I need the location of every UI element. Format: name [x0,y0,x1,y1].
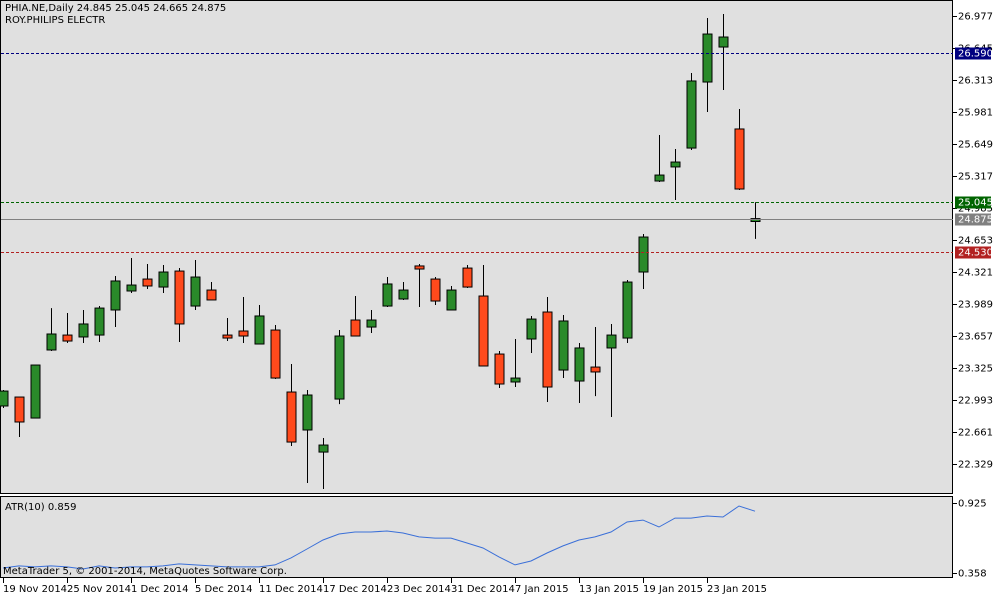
indicator-panel [0,496,953,578]
candle-body [542,311,553,388]
candle-body [270,329,281,379]
x-tick-label: 25 Nov 2014 [67,584,131,595]
price-level-label: 25.045 [958,198,993,209]
candle-body [94,307,105,336]
price-level-tag [955,213,991,226]
candle-body [334,335,345,400]
candle-body [174,270,185,325]
candle-body [446,289,457,311]
candle-body [558,320,569,371]
candle-body [286,391,297,443]
candle-body [686,80,697,149]
candle-body [142,278,153,287]
y-tick-label: 24.321 [958,268,993,279]
copyright: MetaTrader 5, © 2001-2014, MetaQuotes So… [3,566,287,577]
x-tick-label: 17 Dec 2014 [323,584,387,595]
atr-line [2,505,756,570]
candle-body [398,289,409,300]
price-panel [0,0,953,494]
candle-body [78,323,89,338]
candle-body [606,334,617,349]
candle-body [526,318,537,340]
y-tick-label: 23.989 [958,300,993,311]
candle-body [318,444,329,453]
y-tick-label: 24.653 [958,236,993,247]
x-tick-label: 31 Dec 2014 [451,584,515,595]
y-tick-label: 0.358 [958,569,987,580]
y-tick-label: 0.925 [958,499,987,510]
candle-body [190,276,201,307]
price-level-label: 24.530 [958,248,993,259]
x-tick-label: 5 Dec 2014 [195,584,253,595]
candle-body [46,333,57,351]
candle-body [430,278,441,302]
price-level-label: 24.875 [958,215,993,226]
candle-body [494,353,505,385]
candle-body [462,267,473,288]
candle-body [222,334,233,339]
x-tick-label: 19 Jan 2015 [643,584,703,595]
candle-body [622,281,633,339]
y-tick-label: 25.317 [958,172,993,183]
candle-body [238,330,249,337]
candle-body [702,33,713,83]
candle-body [206,289,217,301]
candle-body [718,36,729,48]
candle-body [0,390,9,407]
candle-body [382,283,393,307]
price-level-tag [955,196,991,209]
y-tick-label: 24.985 [958,204,993,215]
candle-body [510,377,521,383]
y-tick-label: 22.661 [958,428,993,439]
candle-body [302,394,313,431]
y-tick-label: 22.329 [958,460,993,471]
candle-body [670,161,681,168]
candle-body [414,265,425,270]
candle-body [574,347,585,382]
chart-subtitle: ROY.PHILIPS ELECTR [5,15,105,26]
candle-body [366,319,377,328]
price-level-label: 26.590 [958,49,993,60]
y-tick-label: 26.313 [958,76,993,87]
x-tick-label: 23 Dec 2014 [387,584,451,595]
candle-body [14,396,25,423]
candle-body [110,280,121,311]
x-tick-label: 7 Jan 2015 [515,584,569,595]
candle-body [734,128,745,190]
y-tick-label: 23.325 [958,364,993,375]
candle-body [654,174,665,182]
candle-body [126,284,137,292]
price-level-tag [955,47,991,60]
plot-layer: 26.97726.64526.31325.98125.64925.31724.9… [0,12,993,595]
candle-body [62,334,73,342]
candle-body [158,271,169,288]
x-tick-label: 11 Dec 2014 [259,584,323,595]
x-tick-label: 23 Jan 2015 [707,584,767,595]
y-tick-label: 22.993 [958,396,993,407]
y-tick-label: 25.649 [958,140,993,151]
y-tick-label: 26.977 [958,12,993,23]
candle-body [478,295,489,367]
chart-title: PHIA.NE,Daily 24.845 25.045 24.665 24.87… [5,3,226,14]
y-tick-label: 25.981 [958,108,993,119]
x-tick-label: 19 Nov 2014 [3,584,67,595]
candle-body [350,319,361,337]
candle-body [254,315,265,345]
price-level-tag [955,246,991,259]
x-tick-label: 1 Dec 2014 [131,584,189,595]
y-tick-label: 23.657 [958,332,993,343]
candle-body [638,236,649,273]
candle-body [590,366,601,373]
x-tick-label: 13 Jan 2015 [579,584,639,595]
indicator-title: ATR(10) 0.859 [5,502,76,513]
candle-body [30,364,41,419]
candle-body [750,218,761,223]
